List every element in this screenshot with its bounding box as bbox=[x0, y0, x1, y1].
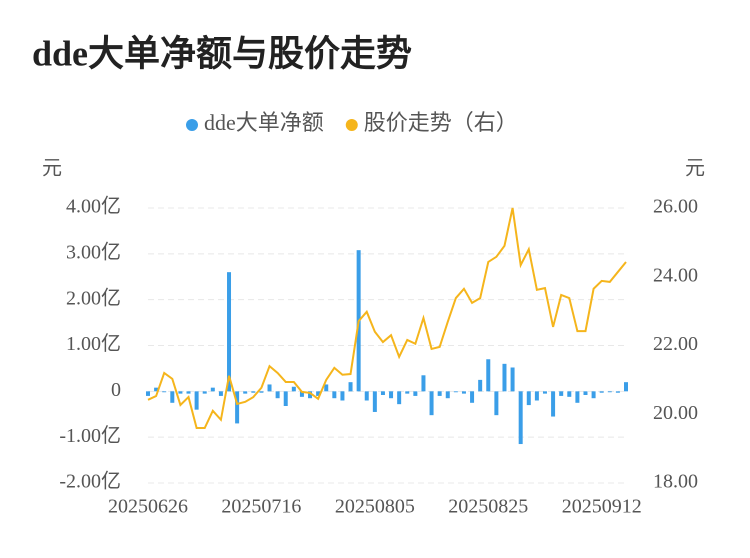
bar bbox=[518, 391, 523, 445]
y-axis-label: 元 bbox=[42, 158, 62, 180]
y2-axis-label: 元 bbox=[685, 158, 705, 180]
bar bbox=[154, 387, 159, 392]
x-tick-label: 20250912 bbox=[562, 496, 642, 518]
bar bbox=[429, 391, 434, 416]
bar bbox=[316, 391, 321, 396]
bar bbox=[542, 391, 547, 394]
y-tick-label: 1.00亿 bbox=[66, 332, 121, 355]
bar bbox=[170, 391, 175, 403]
y2-tick-label: 26.00 bbox=[653, 196, 698, 218]
y-tick-label: -2.00亿 bbox=[59, 470, 121, 493]
bar bbox=[235, 391, 240, 424]
bar bbox=[340, 391, 345, 401]
bar bbox=[243, 391, 248, 394]
bar bbox=[275, 391, 280, 399]
bar bbox=[405, 391, 410, 394]
bar bbox=[437, 391, 442, 396]
bar bbox=[567, 391, 572, 397]
x-tick-label: 20250825 bbox=[448, 496, 528, 518]
bar bbox=[283, 391, 288, 406]
bar bbox=[615, 391, 620, 393]
bar bbox=[194, 391, 199, 410]
bar bbox=[591, 391, 596, 399]
bar bbox=[510, 367, 515, 392]
bar bbox=[162, 391, 167, 393]
bar bbox=[445, 391, 450, 399]
x-tick-label: 20250716 bbox=[221, 496, 301, 518]
bar bbox=[291, 386, 296, 392]
y-tick-label: 4.00亿 bbox=[66, 195, 121, 218]
chart-title: dde大单净额与股价走势 bbox=[32, 33, 412, 73]
x-tick-label: 20250805 bbox=[335, 496, 415, 518]
y-tick-label: -1.00亿 bbox=[59, 424, 121, 447]
bar bbox=[186, 391, 191, 394]
legend-label: dde大单净额 bbox=[204, 110, 324, 135]
bar bbox=[397, 391, 402, 405]
bar bbox=[559, 391, 564, 396]
bar bbox=[583, 391, 588, 395]
bar bbox=[364, 391, 369, 401]
x-tick-label: 20250626 bbox=[108, 496, 188, 518]
bar bbox=[389, 391, 394, 399]
y-tick-label: 3.00亿 bbox=[66, 240, 121, 263]
y2-tick-label: 18.00 bbox=[653, 471, 698, 493]
bar bbox=[421, 375, 426, 392]
bar bbox=[461, 391, 466, 394]
bar bbox=[470, 391, 475, 403]
bar bbox=[380, 391, 385, 395]
y2-tick-label: 22.00 bbox=[653, 333, 698, 355]
legend-label: 股价走势（右） bbox=[364, 110, 518, 135]
y-tick-label: 0 bbox=[111, 379, 121, 401]
bar bbox=[624, 382, 628, 392]
bar bbox=[146, 391, 150, 396]
bar bbox=[453, 391, 458, 393]
bar bbox=[308, 391, 313, 399]
bar bbox=[251, 391, 256, 393]
bar bbox=[486, 359, 491, 392]
bar bbox=[599, 391, 604, 393]
bar bbox=[227, 272, 232, 392]
bar bbox=[372, 391, 377, 412]
bar bbox=[299, 391, 304, 397]
bar bbox=[607, 391, 612, 393]
bar bbox=[575, 391, 580, 403]
bar bbox=[413, 391, 418, 396]
bar bbox=[324, 384, 329, 392]
bar bbox=[210, 387, 215, 392]
price-line bbox=[147, 207, 627, 429]
bar bbox=[218, 391, 223, 396]
bar bbox=[478, 379, 483, 392]
legend-marker bbox=[186, 119, 198, 131]
bar bbox=[348, 382, 353, 392]
legend-marker bbox=[345, 119, 358, 131]
y2-tick-label: 24.00 bbox=[653, 264, 698, 286]
bar bbox=[178, 391, 183, 394]
bar bbox=[267, 384, 272, 392]
bar bbox=[494, 391, 499, 416]
bar bbox=[551, 391, 556, 417]
bar bbox=[534, 391, 539, 401]
y2-tick-label: 20.00 bbox=[653, 402, 698, 424]
bar bbox=[526, 391, 531, 406]
bar bbox=[259, 391, 264, 393]
bar bbox=[502, 363, 507, 392]
bar bbox=[202, 391, 207, 394]
y-tick-label: 2.00亿 bbox=[66, 286, 121, 309]
bar bbox=[332, 391, 337, 399]
